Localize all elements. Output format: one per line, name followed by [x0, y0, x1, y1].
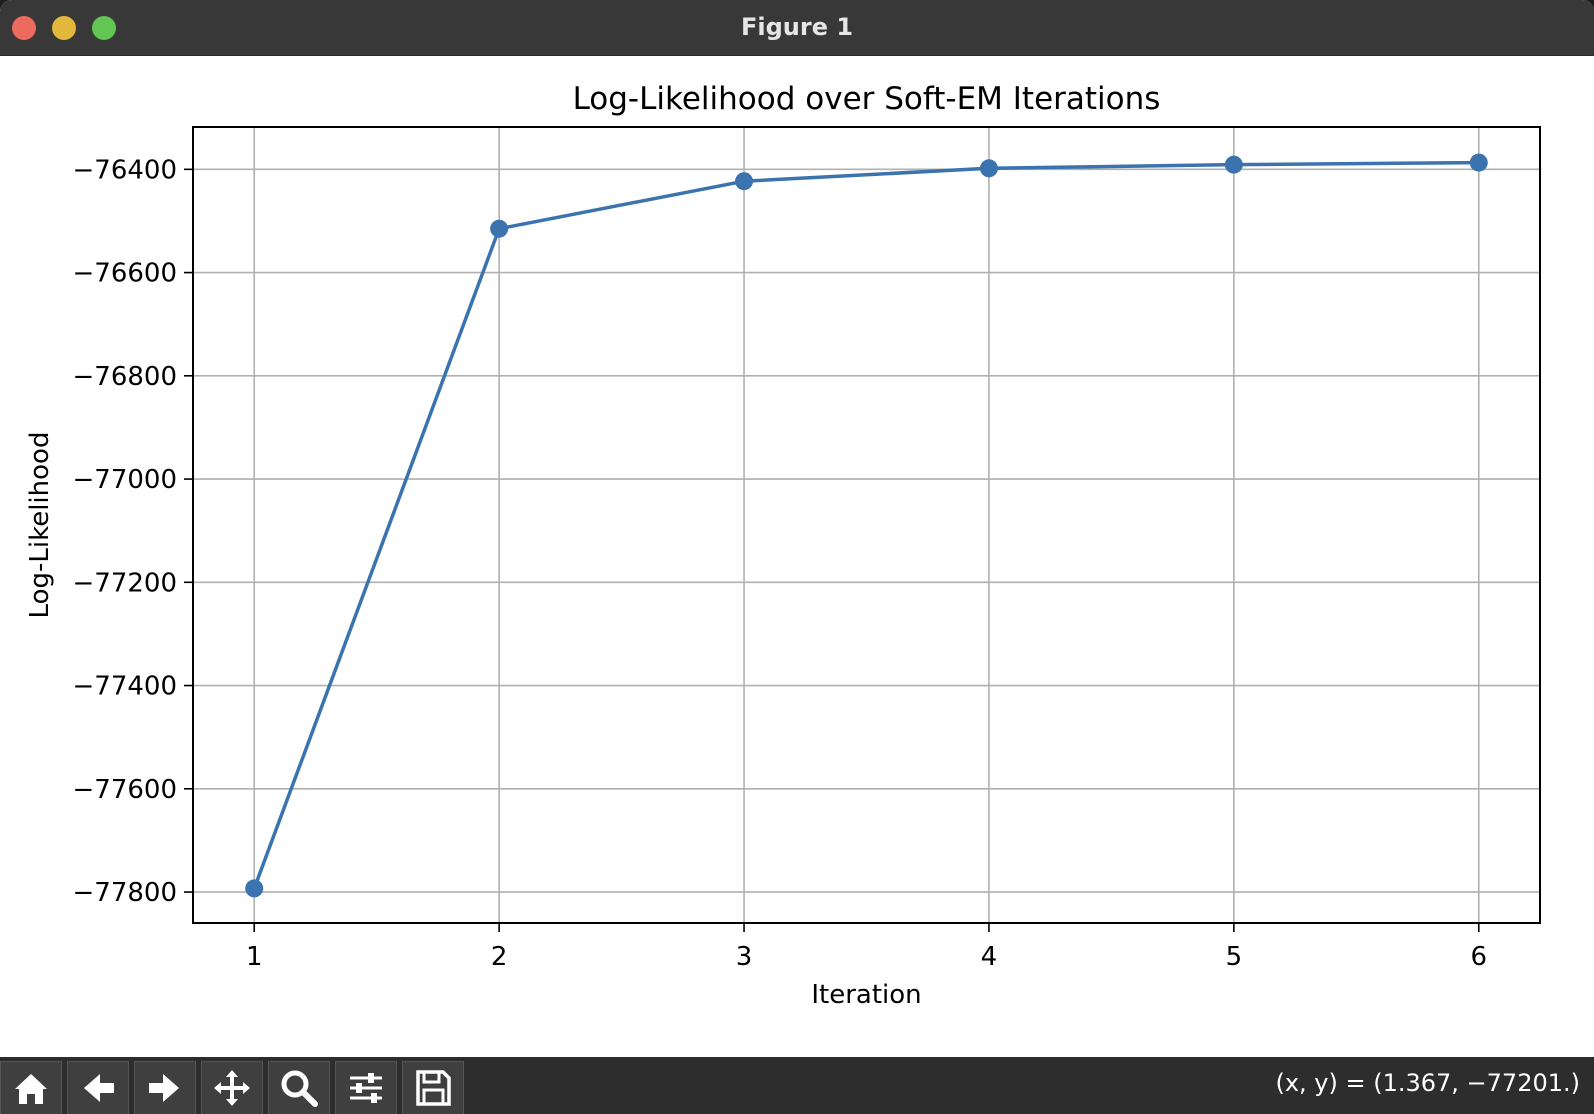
close-window-button[interactable]	[12, 16, 36, 40]
x-tick-label-2: 2	[491, 942, 508, 972]
y-tick-label-5: −77000	[73, 465, 178, 495]
maximize-window-button[interactable]	[92, 16, 116, 40]
y-tick-label-7: −76600	[73, 259, 178, 289]
pan-button[interactable]	[201, 1061, 263, 1114]
data-point-2	[490, 219, 509, 238]
cursor-coordinates: (x, y) = (1.367, −77201.)	[1275, 1069, 1580, 1097]
configure-subplots-button[interactable]	[335, 1061, 397, 1114]
minimize-window-button[interactable]	[52, 16, 76, 40]
zoom-button[interactable]	[268, 1061, 330, 1114]
data-point-5	[1224, 155, 1243, 174]
y-tick-label-4: −77200	[73, 568, 178, 598]
y-tick-label-3: −77400	[73, 672, 178, 702]
axes-frame	[192, 126, 1541, 924]
figure-canvas[interactable]: 1 2 3 4 5 6 −77800 −77600 −77400 −77200 −77000 −768…	[0, 56, 1594, 1057]
series-line	[252, 160, 1479, 890]
floppy-disk-icon	[416, 1070, 451, 1106]
y-tick-label-2: −77600	[73, 775, 178, 805]
plot-area	[193, 127, 1540, 923]
move-icon	[214, 1070, 250, 1106]
data-point-6	[1469, 153, 1488, 172]
home-icon	[15, 1074, 47, 1104]
sliders-icon	[350, 1073, 382, 1103]
magnifier-icon	[281, 1070, 318, 1107]
forward-button[interactable]	[134, 1061, 196, 1114]
home-button[interactable]	[0, 1061, 62, 1114]
x-tick-label-6: 6	[1470, 942, 1487, 972]
x-tick-label-3: 3	[736, 942, 753, 972]
data-point-4	[979, 159, 998, 178]
y-tick-label-6: −76800	[73, 362, 178, 392]
y-tick-label-1: −77800	[73, 878, 178, 908]
line-chart[interactable]: 1 2 3 4 5 6 −77800 −77600 −77400 −77200 −77000 −768…	[0, 56, 1594, 1057]
y-tick-label-8: −76400	[73, 155, 178, 185]
y-axis-label: Log-Likelihood	[25, 432, 55, 619]
x-tick-label-5: 5	[1226, 942, 1243, 972]
navigation-toolbar: (x, y) = (1.367, −77201.)	[0, 1057, 1594, 1114]
arrow-left-icon	[84, 1074, 114, 1102]
save-button[interactable]	[402, 1061, 464, 1114]
chart-title: Log-Likelihood over Soft-EM Iterations	[573, 81, 1161, 117]
data-point-1	[245, 879, 264, 898]
x-tick-label-4: 4	[981, 942, 998, 972]
window-title: Figure 1	[740, 13, 854, 41]
title-bar: Figure 1	[0, 0, 1594, 56]
back-button[interactable]	[67, 1061, 129, 1114]
data-point-3	[735, 172, 754, 191]
x-axis-label: Iteration	[811, 980, 921, 1010]
arrow-right-icon	[149, 1074, 179, 1102]
x-tick-label-1: 1	[246, 942, 263, 972]
